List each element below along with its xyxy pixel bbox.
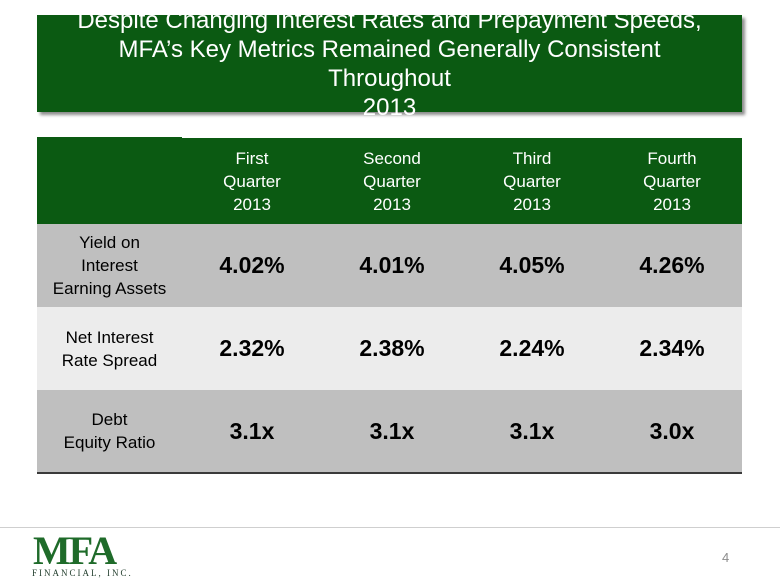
column-header-line: First — [235, 148, 269, 168]
row-label-line: Earning Assets — [52, 279, 167, 298]
table-row-leverage: Debt Equity Ratio 3.1x 3.1x 3.1x 3.0x — [37, 390, 742, 473]
title-line: MFA’s Key Metrics Remained Generally Con… — [118, 35, 661, 92]
column-header-line: Quarter — [643, 171, 701, 191]
table-row-yield: Yield on Interest Earning Assets 4.02% 4… — [37, 224, 742, 307]
title-line: 2013 — [362, 93, 417, 121]
column-header-q1: First Quarter 2013 — [182, 138, 322, 224]
slide-title: Despite Changing Interest Rates and Prep… — [37, 6, 742, 122]
table-cell: 4.01% — [359, 252, 425, 278]
table-cell: 3.1x — [229, 417, 275, 444]
header-corner-cell — [37, 137, 182, 224]
row-label-line: Net Interest — [65, 327, 154, 347]
column-header-q4: Fourth Quarter 2013 — [602, 138, 742, 224]
row-label: Debt Equity Ratio — [37, 390, 182, 473]
column-header-line: Quarter — [503, 171, 561, 191]
table-cell: 4.26% — [639, 252, 705, 278]
column-header-line: 2013 — [653, 194, 691, 214]
table-cell: 3.1x — [369, 417, 415, 444]
column-header-line: 2013 — [233, 194, 271, 214]
logo-mark: MFA — [33, 528, 117, 573]
table-cell: 4.02% — [219, 252, 285, 278]
column-header-line: Fourth — [647, 148, 697, 168]
column-header-line: Second — [363, 148, 421, 168]
page-number: 4 — [722, 550, 730, 565]
company-logo: MFA FINANCIAL, INC. — [30, 531, 150, 581]
row-label-line: Yield on — [79, 233, 140, 252]
footer-divider — [0, 527, 780, 528]
table-cell: 3.0x — [649, 417, 695, 444]
title-line: Despite Changing Interest Rates and Prep… — [77, 6, 702, 34]
title-banner: Despite Changing Interest Rates and Prep… — [37, 7, 742, 121]
column-header-line: Quarter — [223, 171, 281, 191]
column-header-q2: Second Quarter 2013 — [322, 138, 462, 224]
table-header-row: First Quarter 2013 Second Quarter 2013 T… — [37, 137, 742, 224]
key-metrics-table: First Quarter 2013 Second Quarter 2013 T… — [37, 137, 742, 474]
table-cell: 2.32% — [219, 335, 285, 361]
table-cell: 2.34% — [639, 335, 705, 361]
column-header-q3: Third Quarter 2013 — [462, 138, 602, 224]
column-header-line: 2013 — [373, 194, 411, 214]
logo-subtitle: FINANCIAL, INC. — [32, 568, 133, 578]
table-cell: 2.24% — [499, 335, 565, 361]
row-label-line: Debt — [91, 410, 128, 429]
row-label-line: Rate Spread — [61, 350, 158, 370]
table-cell: 3.1x — [509, 417, 555, 444]
table-cell: 2.38% — [359, 335, 425, 361]
row-label-line: Interest — [81, 256, 138, 275]
row-label: Net Interest Rate Spread — [37, 307, 182, 390]
column-header-line: Third — [512, 148, 552, 168]
column-header-line: Quarter — [363, 171, 421, 191]
table-cell: 4.05% — [499, 252, 565, 278]
table-row-spread: Net Interest Rate Spread 2.32% 2.38% 2.2… — [37, 307, 742, 390]
row-label-line: Equity Ratio — [63, 433, 156, 452]
column-header-line: 2013 — [513, 194, 551, 214]
row-label: Yield on Interest Earning Assets — [37, 224, 182, 307]
